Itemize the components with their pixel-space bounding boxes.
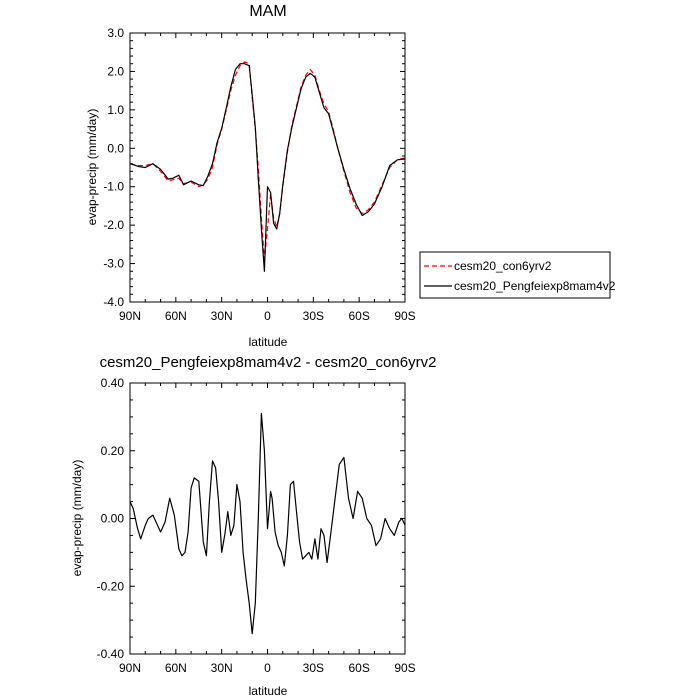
legend-box bbox=[419, 251, 611, 299]
top-x-tick-label: 30N bbox=[211, 309, 233, 323]
bottom-x-tick-label: 60S bbox=[348, 661, 369, 675]
top-series-lines bbox=[129, 61, 406, 272]
top-chart: MAM 90N 60N 30N 0 30S 60S 90S -4.0 -3.0 -2.0 -1.0… bbox=[85, 3, 416, 349]
top-plot-frame bbox=[129, 32, 406, 303]
top-y-tick-label: 2.0 bbox=[107, 64, 124, 78]
top-y-tick-label: 0.0 bbox=[107, 141, 124, 155]
top-y-tick-label: -1.0 bbox=[103, 180, 124, 194]
bottom-chart: cesm20_Pengfeiexp8mam4v2 - cesm20_con6yr… bbox=[70, 354, 436, 698]
top-x-tick-label: 60S bbox=[348, 309, 369, 323]
legend-label-con6yrv2: cesm20_con6yrv2 bbox=[454, 259, 552, 273]
top-y-tick-label: 3.0 bbox=[107, 26, 124, 40]
bottom-x-tick-label: 60N bbox=[165, 661, 187, 675]
bottom-chart-title: cesm20_Pengfeiexp8mam4v2 - cesm20_con6yr… bbox=[100, 354, 437, 371]
top-series-line-0 bbox=[129, 61, 406, 261]
top-series-line-1 bbox=[129, 63, 406, 272]
legend: cesm20_con6yrv2 cesm20_Pengfeiexp8mam4v2 bbox=[419, 251, 616, 299]
bottom-y-tick-label: -0.40 bbox=[97, 647, 125, 661]
top-x-tick-label: 90N bbox=[119, 309, 141, 323]
bottom-y-tick-label: 0.00 bbox=[101, 512, 125, 526]
bottom-series-lines bbox=[129, 412, 406, 635]
top-x-tick-label: 0 bbox=[264, 309, 271, 323]
bottom-x-tick-label: 0 bbox=[264, 661, 271, 675]
bottom-y-tick-label: 0.40 bbox=[101, 376, 125, 390]
top-x-tick-label: 30S bbox=[303, 309, 324, 323]
top-x-axis: 90N 60N 30N 0 30S 60S 90S bbox=[119, 33, 416, 323]
bottom-y-tick-label: 0.20 bbox=[101, 444, 125, 458]
top-y-axis-label: evap-precip (mm/day) bbox=[85, 109, 99, 226]
top-x-axis-label: latitude bbox=[249, 335, 288, 349]
bottom-x-tick-label: 30S bbox=[303, 661, 324, 675]
bottom-x-tick-label: 90S bbox=[394, 661, 415, 675]
top-y-tick-label: -2.0 bbox=[103, 218, 124, 232]
top-y-tick-label: 1.0 bbox=[107, 103, 124, 117]
top-chart-title: MAM bbox=[249, 3, 286, 20]
bottom-y-tick-label: -0.20 bbox=[97, 579, 125, 593]
bottom-x-axis-label: latitude bbox=[249, 684, 288, 698]
top-y-axis: -4.0 -3.0 -2.0 -1.0 0.0 1.0 2.0 3.0 bbox=[103, 26, 405, 309]
bottom-x-axis: 90N 60N 30N 0 30S 60S 90S bbox=[119, 383, 416, 675]
top-x-tick-label: 90S bbox=[394, 309, 415, 323]
top-y-tick-label: -4.0 bbox=[103, 295, 124, 309]
bottom-x-tick-label: 90N bbox=[119, 661, 141, 675]
bottom-x-tick-label: 30N bbox=[211, 661, 233, 675]
bottom-series-line-0 bbox=[129, 412, 406, 635]
legend-label-pengfei: cesm20_Pengfeiexp8mam4v2 bbox=[454, 279, 616, 293]
bottom-y-axis-label: evap-precip (mm/day) bbox=[70, 460, 84, 577]
top-x-tick-label: 60N bbox=[165, 309, 187, 323]
top-y-tick-label: -3.0 bbox=[103, 257, 124, 271]
bottom-y-axis: -0.40 -0.20 0.00 0.20 0.40 bbox=[97, 376, 405, 661]
